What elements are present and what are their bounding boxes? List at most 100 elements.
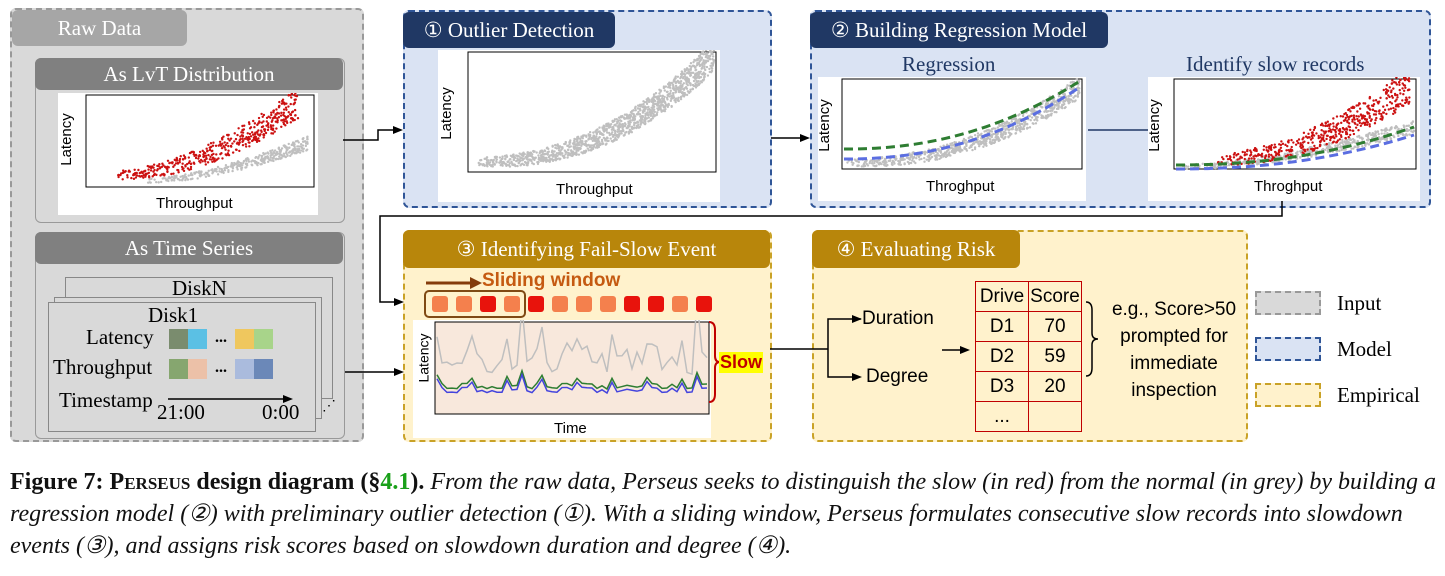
normal-point bbox=[656, 102, 659, 105]
slow-point bbox=[147, 175, 151, 178]
normal-point bbox=[1361, 137, 1364, 140]
normal-point bbox=[1284, 158, 1287, 161]
table-header-row: Drive Score bbox=[975, 281, 1082, 312]
slow-point bbox=[1240, 162, 1243, 166]
normal-point bbox=[644, 117, 647, 120]
slow-point bbox=[1278, 143, 1281, 146]
normal-point bbox=[1007, 128, 1010, 132]
slow-point bbox=[264, 131, 268, 135]
slow-point bbox=[1267, 149, 1270, 153]
normal-point bbox=[285, 147, 288, 150]
slow-point bbox=[175, 159, 179, 162]
slow-point bbox=[258, 134, 261, 137]
slow-point bbox=[209, 155, 212, 159]
slow-point bbox=[261, 115, 264, 118]
normal-point bbox=[678, 87, 682, 90]
slow-point bbox=[1338, 127, 1342, 131]
normal-point bbox=[641, 105, 644, 109]
normal-point bbox=[298, 151, 302, 154]
normal-point bbox=[691, 87, 694, 90]
normal-point bbox=[636, 107, 640, 110]
normal-point bbox=[643, 105, 647, 109]
normal-point bbox=[237, 164, 241, 168]
slow-point bbox=[226, 152, 230, 155]
normal-point bbox=[687, 69, 690, 73]
slow-point bbox=[178, 159, 181, 162]
slow-point bbox=[1269, 159, 1272, 163]
normal-point bbox=[683, 73, 687, 76]
slow-point bbox=[287, 110, 290, 114]
slow-point bbox=[1320, 133, 1323, 136]
normal-point bbox=[855, 160, 859, 163]
normal-point bbox=[516, 164, 519, 168]
normal-point bbox=[650, 98, 653, 101]
normal-point bbox=[592, 131, 595, 134]
slow-point bbox=[146, 164, 149, 168]
slow-point bbox=[1404, 86, 1407, 89]
slow-point bbox=[1280, 149, 1283, 153]
normal-point bbox=[982, 139, 986, 143]
normal-point bbox=[593, 136, 597, 139]
slow-point bbox=[1384, 88, 1388, 91]
slow-point bbox=[1247, 157, 1251, 160]
normal-point bbox=[588, 130, 592, 134]
normal-point bbox=[652, 95, 656, 98]
normal-point bbox=[1069, 98, 1072, 101]
normal-point bbox=[165, 178, 169, 182]
normal-point bbox=[664, 104, 668, 107]
outlier-plot: Latency Throughput bbox=[438, 43, 720, 202]
slow-point bbox=[253, 122, 257, 125]
slow-point bbox=[1281, 142, 1285, 146]
normal-point bbox=[485, 156, 489, 159]
normal-point bbox=[1405, 127, 1409, 131]
section-link[interactable]: 4.1 bbox=[380, 469, 411, 495]
slow-point bbox=[172, 172, 175, 175]
normal-point bbox=[200, 173, 203, 177]
normal-point bbox=[525, 154, 529, 157]
regression-upper-curve bbox=[1175, 125, 1415, 167]
slow-point bbox=[1301, 145, 1305, 149]
normal-point bbox=[682, 88, 686, 91]
normal-point bbox=[614, 136, 617, 140]
normal-point bbox=[988, 129, 991, 132]
slow-point bbox=[1404, 76, 1407, 80]
slow-point bbox=[293, 98, 296, 102]
slow-point bbox=[1301, 151, 1304, 154]
normal-point bbox=[1365, 138, 1369, 142]
normal-point bbox=[183, 174, 186, 177]
slow-point bbox=[226, 141, 229, 145]
slow-point bbox=[283, 103, 286, 106]
slow-point bbox=[1385, 104, 1389, 107]
slow-point bbox=[166, 168, 169, 171]
normal-point bbox=[573, 139, 576, 143]
normal-point bbox=[1336, 144, 1339, 147]
slow-point bbox=[1253, 157, 1256, 160]
slow-point bbox=[247, 121, 251, 124]
normal-point bbox=[932, 151, 935, 155]
normal-point bbox=[683, 70, 687, 73]
slow-point bbox=[219, 144, 223, 147]
normal-point bbox=[642, 102, 645, 106]
normal-point bbox=[711, 55, 715, 58]
normal-point bbox=[708, 50, 712, 54]
normal-point bbox=[543, 149, 547, 153]
slow-point bbox=[270, 111, 273, 114]
regression-plot: Latency Throghput bbox=[816, 77, 1086, 201]
normal-point bbox=[977, 144, 981, 148]
normal-point bbox=[1076, 91, 1080, 95]
normal-point bbox=[573, 137, 576, 141]
normal-point bbox=[1021, 114, 1025, 118]
normal-point bbox=[945, 143, 949, 146]
slow-point bbox=[270, 132, 273, 135]
slow-point bbox=[257, 116, 261, 120]
normal-point bbox=[254, 160, 258, 164]
normal-point bbox=[1003, 125, 1007, 128]
slow-point bbox=[1351, 120, 1354, 123]
slow-point bbox=[246, 132, 249, 135]
slow-point bbox=[1392, 106, 1395, 110]
slow-point bbox=[177, 171, 180, 174]
normal-point bbox=[657, 95, 661, 98]
normal-point bbox=[698, 72, 701, 75]
normal-point bbox=[1067, 102, 1071, 105]
slow-point bbox=[1302, 148, 1305, 151]
